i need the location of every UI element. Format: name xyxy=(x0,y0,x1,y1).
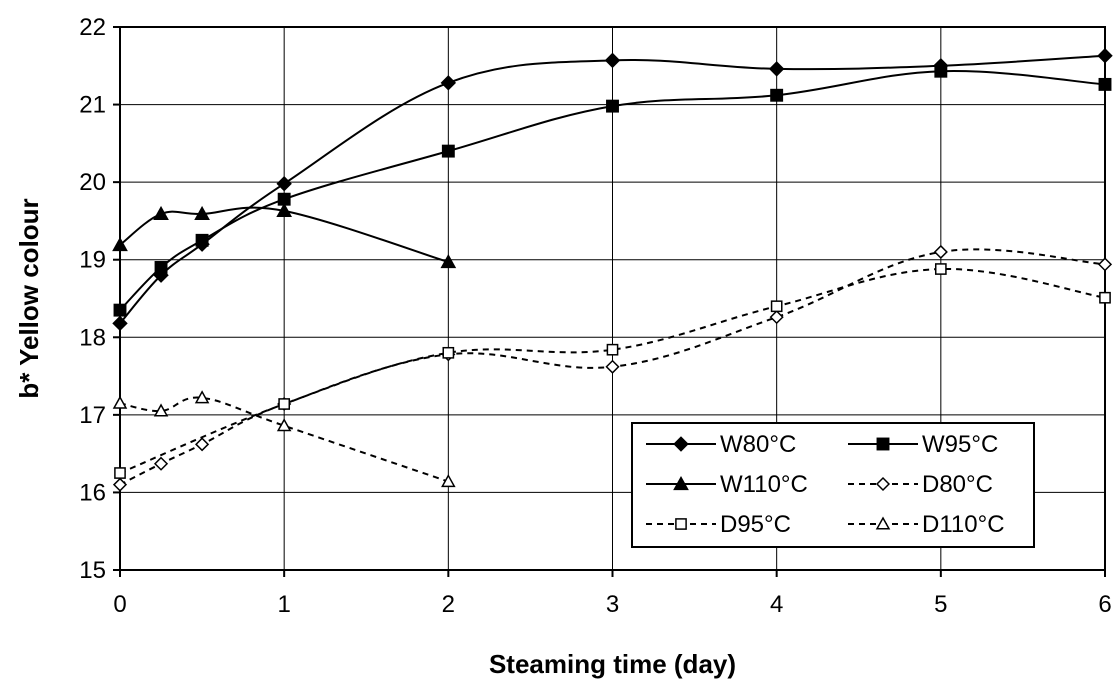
legend-label: W95°C xyxy=(922,431,998,458)
data-point xyxy=(1097,47,1113,64)
x-axis-ticks: 0 1 2 3 4 5 6 xyxy=(113,570,1112,618)
legend-label: D95°C xyxy=(720,511,791,538)
legend-marker xyxy=(675,518,687,530)
y-tick-label: 17 xyxy=(79,402,106,429)
data-point xyxy=(112,395,128,409)
data-point xyxy=(1099,291,1111,304)
legend-marker xyxy=(673,436,689,452)
legend-label: D80°C xyxy=(922,471,993,498)
legend-marker xyxy=(875,476,891,492)
legend-item: D95°C xyxy=(646,511,791,538)
data-point xyxy=(440,75,457,91)
x-tick-label: 1 xyxy=(277,591,290,618)
data-point xyxy=(194,205,210,221)
x-tick-label: 2 xyxy=(442,591,455,618)
y-tick-label: 15 xyxy=(79,557,106,584)
data-point xyxy=(194,390,210,404)
data-point xyxy=(113,303,127,317)
legend: W80°C W95°C W110°C D80°C D95°C D110°C xyxy=(631,422,1035,548)
y-axis-title: b* Yellow colour xyxy=(14,198,44,398)
data-point xyxy=(195,233,209,247)
data-point xyxy=(112,236,128,252)
data-point xyxy=(276,175,292,192)
y-axis-ticks: 15 16 17 18 19 20 21 22 xyxy=(79,14,120,584)
data-point xyxy=(606,99,619,113)
series-line xyxy=(119,396,449,483)
data-point xyxy=(440,254,457,269)
series-4 xyxy=(114,263,1111,479)
data-point xyxy=(441,144,455,158)
x-tick-label: 5 xyxy=(934,591,947,618)
x-tick-label: 0 xyxy=(113,591,126,618)
legend-item: D110°C xyxy=(848,511,1005,538)
data-point xyxy=(604,52,621,69)
series-2 xyxy=(112,202,457,269)
data-point xyxy=(770,88,784,102)
data-point xyxy=(934,263,947,275)
data-point xyxy=(1097,257,1113,272)
data-point xyxy=(441,474,456,488)
legend-label: W80°C xyxy=(720,431,796,458)
legend-item: W95°C xyxy=(848,431,998,458)
series-1 xyxy=(113,64,1112,317)
x-axis-title: Steaming time (day) xyxy=(489,649,736,679)
data-point xyxy=(276,202,293,217)
x-tick-label: 4 xyxy=(770,591,783,618)
data-point xyxy=(276,418,292,432)
y-tick-label: 18 xyxy=(79,324,106,351)
data-point xyxy=(606,343,619,356)
data-point xyxy=(442,346,455,359)
series-5 xyxy=(112,390,456,488)
data-point xyxy=(934,64,948,78)
legend-marker xyxy=(875,516,891,530)
data-point xyxy=(154,261,168,274)
y-tick-label: 16 xyxy=(79,479,106,506)
data-point xyxy=(770,300,783,313)
y-tick-label: 20 xyxy=(79,169,106,196)
data-point xyxy=(195,437,210,452)
legend-item: W80°C xyxy=(646,431,796,458)
data-point xyxy=(1098,77,1112,91)
legend-label: D110°C xyxy=(922,511,1005,538)
legend-item: W110°C xyxy=(646,471,808,498)
x-tick-label: 3 xyxy=(606,591,619,618)
data-point xyxy=(114,467,126,479)
legend-item: D80°C xyxy=(848,471,993,498)
y-tick-label: 19 xyxy=(79,247,106,274)
data-point xyxy=(278,398,291,410)
data-point xyxy=(769,310,784,325)
data-point xyxy=(153,205,169,221)
series-layer xyxy=(112,47,1113,492)
y-tick-label: 22 xyxy=(79,14,106,41)
series-line xyxy=(119,54,1106,324)
legend-label: W110°C xyxy=(720,471,808,498)
legend-marker xyxy=(876,437,890,451)
legend-marker xyxy=(673,475,689,491)
data-point xyxy=(153,403,169,417)
data-point xyxy=(112,315,128,332)
data-point xyxy=(153,456,169,471)
data-point xyxy=(933,244,948,260)
data-point xyxy=(605,359,620,374)
data-point xyxy=(112,477,128,492)
y-tick-label: 21 xyxy=(79,92,106,119)
series-line xyxy=(119,248,1106,486)
data-point xyxy=(768,61,785,77)
x-tick-label: 6 xyxy=(1098,591,1111,618)
